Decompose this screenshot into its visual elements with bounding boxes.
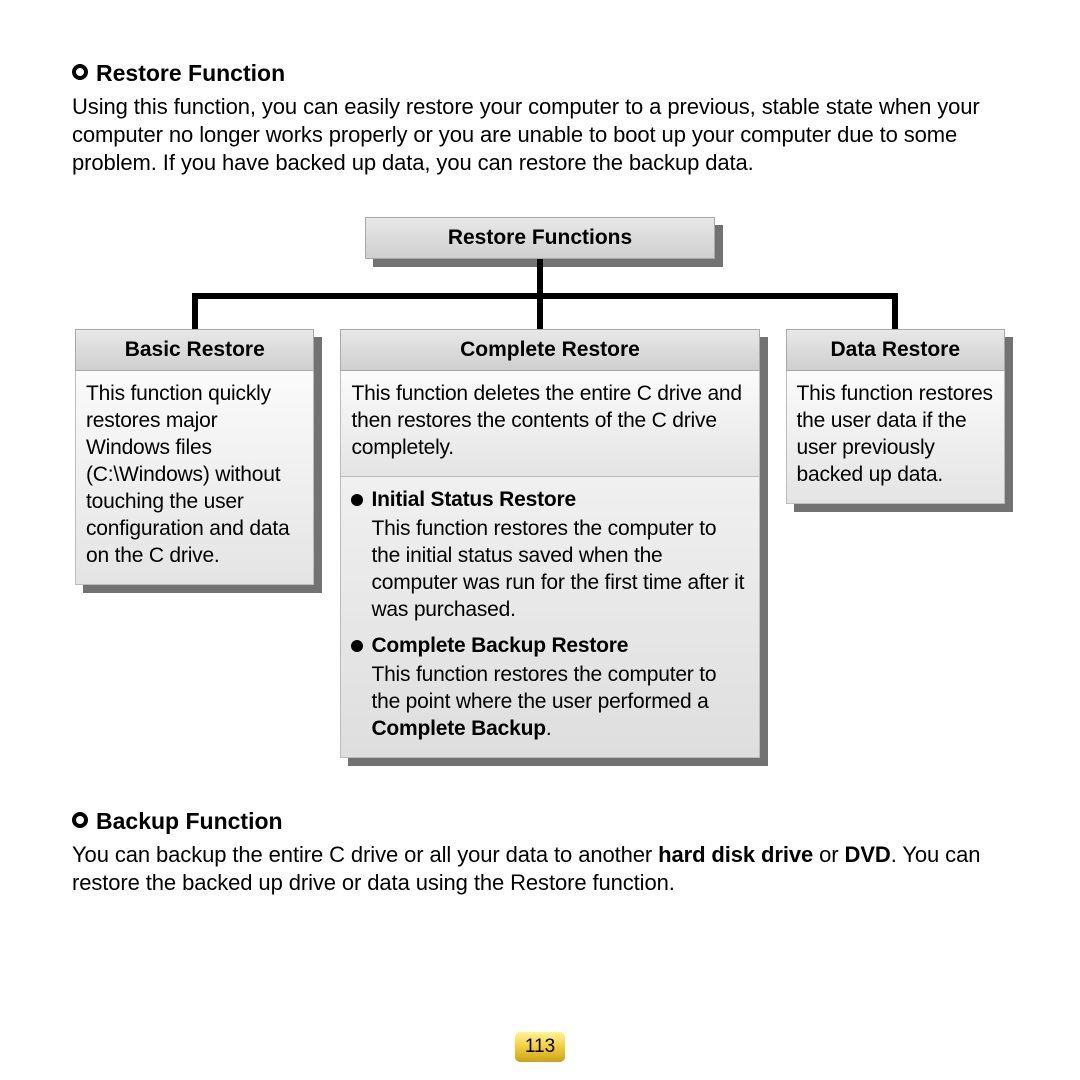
restore-function-body: Using this function, you can easily rest…	[72, 93, 1008, 177]
subitem-complete-backup-restore: Complete Backup Restore This function re…	[351, 633, 748, 743]
backup-function-body: You can backup the entire C drive or all…	[72, 841, 1008, 897]
basic-restore-body: This function quickly restores major Win…	[75, 371, 314, 584]
subitem-body-post: .	[546, 717, 552, 740]
backup-body-bold1: hard disk drive	[658, 842, 813, 867]
tree-root-label: Restore Functions	[365, 217, 715, 259]
connector-vertical-top	[537, 259, 543, 293]
backup-function-heading: Backup Function	[72, 808, 1008, 835]
subitem-title: Initial Status Restore	[371, 487, 575, 514]
backup-body-bold2: DVD	[845, 842, 891, 867]
data-restore-box: Data Restore This function restores the …	[786, 329, 1006, 504]
backup-body-pre: You can backup the entire C drive or all…	[72, 842, 658, 867]
box-shadow-right	[1005, 337, 1013, 512]
subitem-title: Complete Backup Restore	[371, 633, 628, 660]
complete-restore-box: Complete Restore This function deletes t…	[340, 329, 759, 758]
disc-bullet-icon	[351, 640, 363, 652]
tree-children-row: Basic Restore This function quickly rest…	[75, 329, 1005, 758]
box-shadow-bottom	[794, 504, 1014, 512]
data-restore-body: This function restores the user data if …	[786, 371, 1006, 504]
connector-horizontal	[195, 293, 895, 299]
data-restore-label: Data Restore	[786, 329, 1006, 371]
complete-restore-body: This function deletes the entire C drive…	[340, 371, 759, 477]
box-shadow-right	[760, 337, 768, 766]
box-shadow-bottom	[348, 758, 767, 766]
restore-function-heading: Restore Function	[72, 60, 1008, 87]
restore-function-title: Restore Function	[96, 60, 285, 87]
connector-vertical-right	[892, 293, 898, 329]
subitem-body: This function restores the computer to t…	[371, 516, 748, 624]
basic-restore-box: Basic Restore This function quickly rest…	[75, 329, 314, 584]
subitem-body: This function restores the computer to t…	[371, 662, 748, 743]
tree-root-box: Restore Functions	[365, 217, 715, 259]
subitem-initial-status-restore: Initial Status Restore This function res…	[351, 487, 748, 623]
subitem-body-bold: Complete Backup	[371, 717, 545, 740]
basic-restore-label: Basic Restore	[75, 329, 314, 371]
subitem-body-pre: This function restores the computer to t…	[371, 663, 716, 713]
backup-function-title: Backup Function	[96, 808, 283, 835]
tree-connectors	[75, 259, 1005, 329]
connector-vertical-center	[537, 293, 543, 329]
restore-functions-tree: Restore Functions Basic Restore This fun…	[75, 217, 1005, 758]
box-shadow-bottom	[83, 585, 322, 593]
backup-body-mid: or	[813, 842, 844, 867]
page-number: 113	[515, 1032, 565, 1062]
complete-restore-label: Complete Restore	[340, 329, 759, 371]
ring-bullet-icon	[72, 812, 88, 828]
connector-vertical-left	[192, 293, 198, 329]
box-shadow-right	[314, 337, 322, 592]
ring-bullet-icon	[72, 64, 88, 80]
disc-bullet-icon	[351, 494, 363, 506]
complete-restore-subitems: Initial Status Restore This function res…	[340, 477, 759, 758]
